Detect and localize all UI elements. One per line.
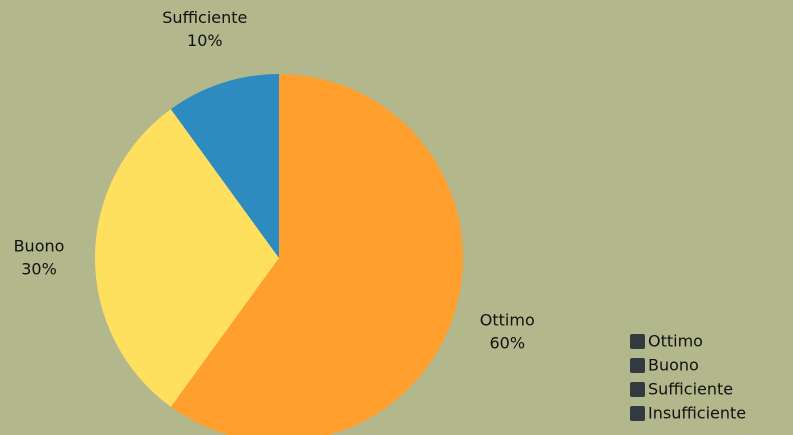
legend-swatch — [630, 334, 645, 349]
slice-label-value: 10% — [187, 31, 223, 50]
pie-slice — [94, 109, 279, 407]
slice-label-value: 30% — [21, 260, 57, 279]
legend-label: Sufficiente — [648, 380, 733, 399]
slice-label-name: Ottimo — [480, 311, 535, 330]
legend-swatch — [630, 358, 645, 373]
slice-label-name: Sufficiente — [162, 8, 247, 27]
legend-label: Buono — [648, 356, 699, 375]
legend-swatch — [630, 382, 645, 397]
pie-slice — [170, 74, 279, 258]
legend-label: Ottimo — [648, 332, 703, 351]
legend-label: Insufficiente — [648, 404, 746, 423]
pie-slice — [170, 74, 463, 435]
legend-swatch — [630, 406, 645, 421]
slice-label-name: Buono — [14, 237, 65, 256]
slice-label-value: 60% — [489, 334, 525, 353]
